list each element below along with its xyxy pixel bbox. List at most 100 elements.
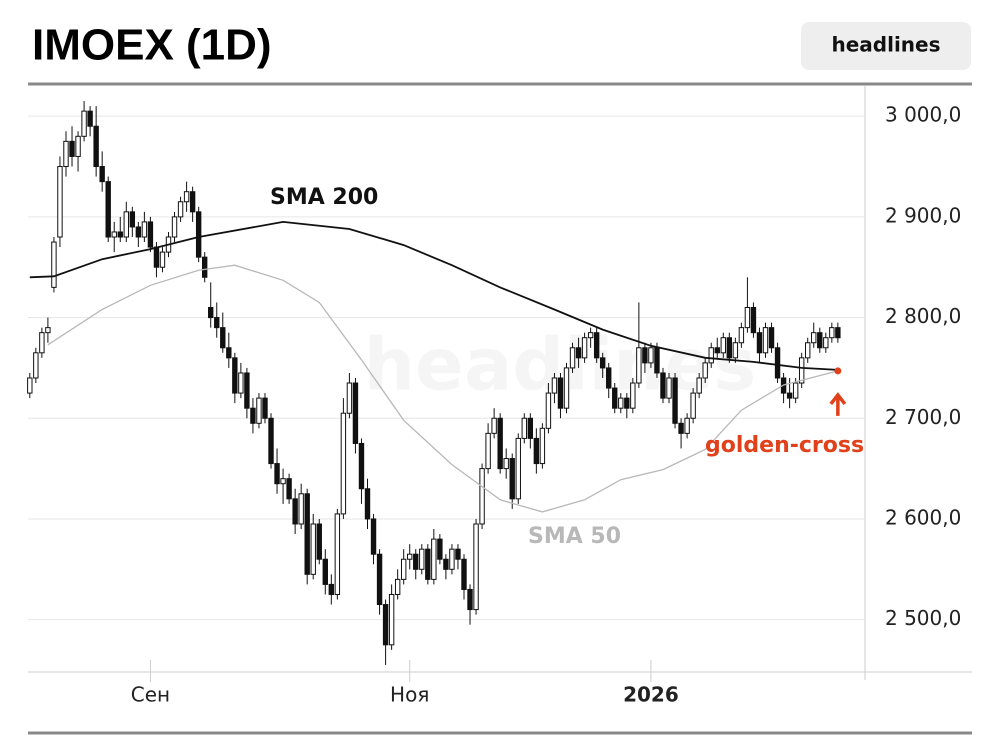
candle-body [437, 538, 443, 560]
candle-body [726, 337, 733, 359]
candle-body [497, 417, 503, 470]
candle-body [262, 397, 268, 419]
candle-body [527, 417, 534, 439]
candle-body [250, 407, 256, 424]
arrow [829, 392, 847, 416]
candle-body [286, 478, 292, 500]
candle-body [551, 377, 558, 394]
candle-body [829, 327, 835, 339]
candle-body [310, 523, 316, 575]
candle-body [346, 382, 353, 414]
candle-body [593, 332, 600, 359]
candle-body [117, 231, 123, 238]
candle-body [660, 372, 666, 399]
candle-body [539, 427, 546, 465]
candle-body [141, 221, 148, 238]
candle-body [45, 327, 51, 334]
candle-body [407, 553, 413, 560]
candle-body [159, 251, 166, 268]
candle-body [636, 347, 642, 384]
candle-body [93, 125, 99, 168]
candle-body [316, 523, 322, 560]
button-label[interactable]: headlines [831, 33, 940, 57]
candle-body [521, 417, 527, 439]
candle-body [87, 110, 93, 127]
candle-body [732, 342, 739, 359]
candle-body [171, 216, 178, 238]
candle-body [811, 332, 817, 344]
candle-body [599, 357, 606, 369]
candle-body [581, 337, 588, 359]
candle-body [798, 357, 805, 384]
candle-body [786, 392, 793, 399]
candle-body [443, 558, 449, 570]
candle-body [51, 241, 57, 288]
candle-body [394, 578, 401, 595]
candle-body [479, 468, 485, 525]
candle-body [340, 412, 347, 515]
candle-body [370, 518, 377, 555]
candle-body [624, 397, 630, 409]
y-tick-label: 2 800,0 [885, 304, 961, 328]
candle-body [208, 306, 214, 319]
candle-body [768, 327, 775, 349]
candle-body [135, 226, 142, 238]
candle-body [750, 306, 757, 334]
candle-body [304, 493, 310, 575]
candle-body [195, 211, 202, 258]
candle-body [129, 211, 136, 228]
candle-body [189, 191, 196, 213]
candle-body [183, 191, 190, 203]
candle-body [201, 256, 208, 278]
candle-body [720, 337, 726, 354]
series-label: SMA 50 [528, 524, 621, 549]
candle-body [557, 377, 564, 409]
candle-body [400, 558, 407, 580]
candle-body [364, 488, 371, 520]
candle-body [545, 392, 552, 429]
candle-body [618, 397, 624, 409]
candle-body [352, 382, 359, 444]
sma-line [47, 264, 839, 513]
candle-body [587, 332, 594, 339]
candle-body [467, 588, 473, 611]
candle-body [503, 458, 509, 470]
candle-body [569, 347, 576, 369]
candle-body [238, 372, 244, 394]
candle-body [630, 382, 636, 409]
candle-body [672, 377, 678, 424]
annotation: golden-cross [705, 433, 864, 458]
candle-body [57, 166, 63, 238]
candle-body [419, 548, 425, 570]
candle-body [678, 422, 684, 434]
candle-body [738, 327, 745, 344]
candle-body [762, 327, 769, 354]
button[interactable] [801, 22, 971, 70]
candle-body [431, 538, 437, 580]
candle-body [39, 332, 45, 354]
candle-body [334, 513, 341, 595]
candle-body [220, 327, 226, 349]
candle-body [274, 463, 280, 485]
x-tick-label: Сен [131, 683, 170, 707]
series-label: SMA 200 [270, 185, 378, 210]
candle-body [696, 377, 702, 394]
candle-body [612, 387, 618, 409]
cross-point [834, 367, 842, 375]
candle-body [33, 352, 39, 379]
candle-body [322, 558, 328, 585]
candle-body [232, 357, 238, 394]
candle-body [99, 166, 105, 183]
candle-body [425, 548, 431, 580]
candle-body [280, 478, 286, 485]
y-tick-label: 2 700,0 [885, 405, 961, 429]
x-tick-label: 2026 [623, 683, 679, 707]
candle-body [123, 211, 129, 238]
candle-body [153, 246, 160, 268]
candle-body [382, 604, 389, 646]
candle-body [714, 347, 720, 354]
candle-body [81, 110, 87, 137]
candle-body [449, 548, 455, 570]
candle-body [708, 347, 714, 364]
